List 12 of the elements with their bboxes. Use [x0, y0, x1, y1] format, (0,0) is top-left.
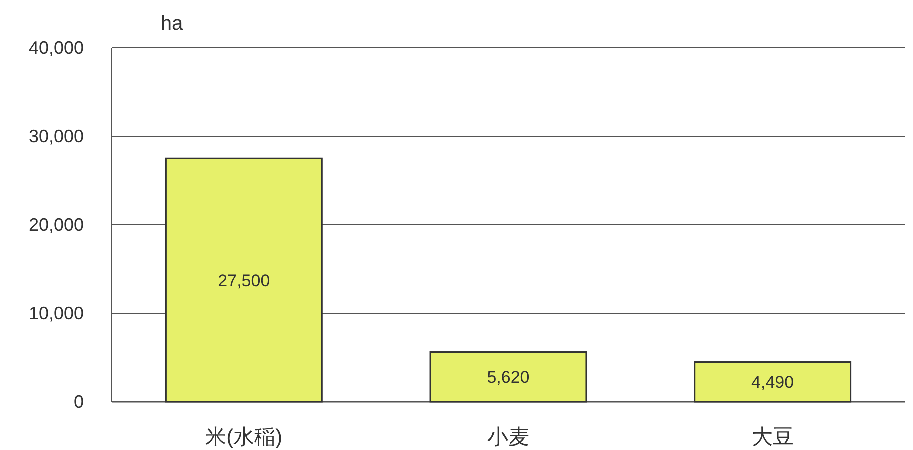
data-label: 5,620 [487, 368, 530, 388]
ytick: 0 [74, 392, 84, 412]
xtick: 米(水稲) [206, 426, 283, 449]
ylabel: ha [160, 13, 184, 35]
data-label: 4,490 [752, 373, 794, 392]
ytick: 40,000 [28, 38, 84, 58]
data-label: 27,500 [218, 271, 270, 290]
xtick: 大豆 [752, 426, 794, 449]
xtick: 小麦 [488, 426, 530, 449]
ytick: 20,000 [28, 215, 84, 235]
ytick: 10,000 [28, 304, 84, 324]
ytick: 30,000 [28, 126, 84, 146]
